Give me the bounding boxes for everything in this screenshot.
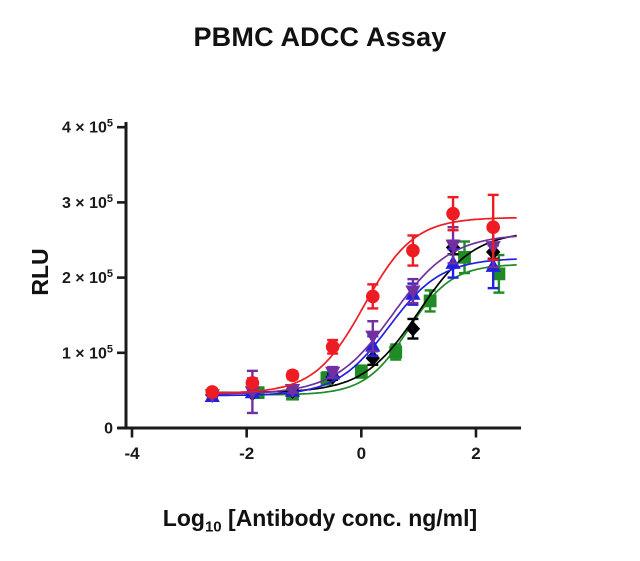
data-point-marker bbox=[446, 206, 460, 221]
x-axis-title-base: Log bbox=[162, 505, 205, 531]
x-tick-label: -4 bbox=[124, 444, 140, 463]
x-tick-label: -2 bbox=[239, 444, 254, 463]
data-point-marker bbox=[406, 243, 420, 258]
fit-curve bbox=[209, 258, 517, 397]
data-point-marker bbox=[325, 366, 341, 381]
x-axis-title: Log10 [Antibody conc. ng/ml] bbox=[0, 505, 640, 536]
x-tick-label: 0 bbox=[357, 444, 366, 463]
data-point-marker bbox=[423, 294, 437, 308]
data-point-marker bbox=[389, 345, 403, 359]
x-axis-title-rest: [Antibody conc. ng/ml] bbox=[221, 505, 478, 531]
y-tick-label: 0 bbox=[104, 421, 113, 438]
x-tick-label: 2 bbox=[471, 444, 480, 463]
data-point-marker bbox=[365, 350, 380, 366]
y-tick-label: 3 × 105 bbox=[62, 193, 113, 212]
data-point-marker bbox=[205, 385, 220, 399]
data-point-marker bbox=[365, 289, 380, 304]
x-axis-title-subscript: 10 bbox=[204, 518, 222, 536]
data-point-marker bbox=[354, 365, 368, 378]
fit-curve bbox=[209, 216, 517, 394]
data-point-marker bbox=[486, 220, 500, 235]
fit-curve bbox=[209, 235, 517, 395]
data-point-marker bbox=[325, 339, 340, 354]
data-point-marker bbox=[405, 320, 421, 337]
data-point-marker bbox=[365, 330, 381, 345]
data-point-marker bbox=[284, 384, 301, 398]
data-point-marker bbox=[244, 386, 260, 401]
y-tick-label: 1 × 105 bbox=[62, 343, 113, 362]
y-tick-label: 4 × 105 bbox=[62, 118, 113, 137]
y-tick-label: 2 × 105 bbox=[62, 268, 113, 287]
data-point-marker bbox=[245, 376, 260, 390]
data-point-marker bbox=[285, 368, 300, 383]
series-red-circles bbox=[205, 193, 517, 399]
data-point-marker bbox=[405, 285, 421, 300]
chart-title: PBMC ADCC Assay bbox=[193, 22, 447, 52]
data-point-marker bbox=[445, 239, 461, 254]
